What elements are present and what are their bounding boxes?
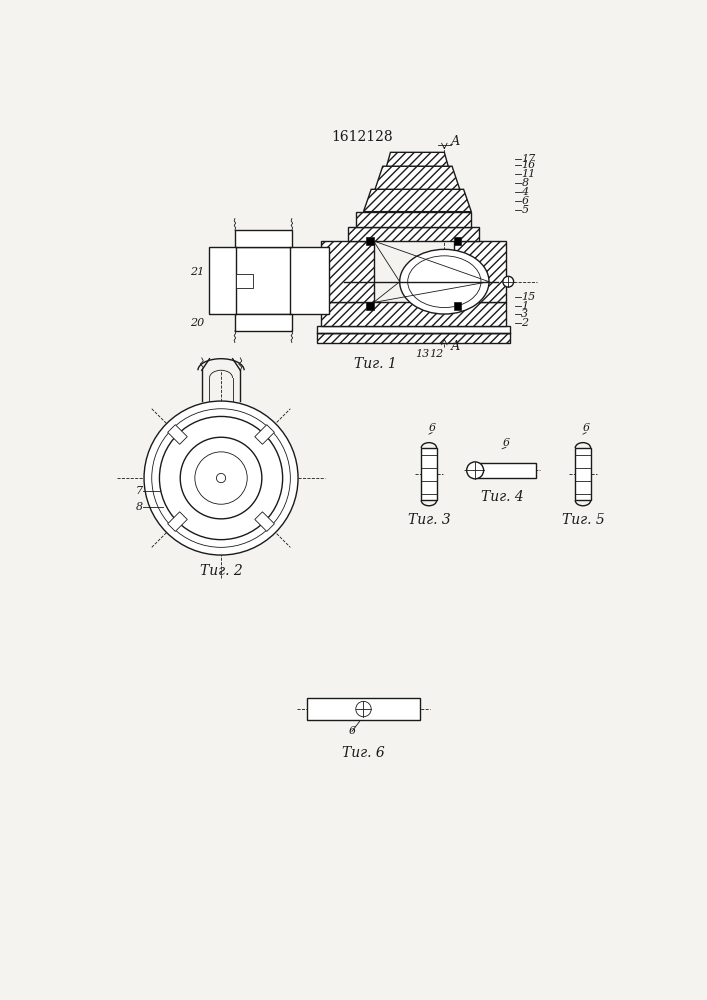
- Circle shape: [144, 401, 298, 555]
- Polygon shape: [387, 152, 448, 166]
- Text: 7: 7: [135, 486, 143, 496]
- Circle shape: [467, 462, 484, 479]
- Text: 13: 13: [416, 349, 430, 359]
- Bar: [454, 241, 506, 302]
- Bar: [209, 247, 329, 314]
- Bar: [454, 302, 461, 310]
- Bar: [454, 237, 461, 245]
- Circle shape: [195, 452, 247, 504]
- Circle shape: [180, 437, 262, 519]
- Bar: [356, 212, 472, 227]
- Circle shape: [160, 416, 283, 540]
- Text: А: А: [450, 135, 460, 148]
- Circle shape: [216, 473, 226, 483]
- Circle shape: [503, 276, 514, 287]
- Text: 6: 6: [583, 423, 590, 433]
- Bar: [575, 448, 590, 500]
- Text: Τиг. 2: Τиг. 2: [199, 564, 243, 578]
- Circle shape: [356, 701, 371, 717]
- Text: 2: 2: [521, 318, 528, 328]
- Text: 8: 8: [521, 178, 528, 188]
- Bar: [321, 241, 373, 302]
- Text: 6: 6: [428, 423, 436, 433]
- Text: 6: 6: [521, 196, 528, 206]
- Text: Τиг. 5: Τиг. 5: [561, 513, 604, 527]
- Bar: [366, 237, 373, 245]
- Bar: [235, 314, 292, 331]
- Text: 3: 3: [521, 309, 528, 319]
- Bar: [317, 333, 510, 343]
- Bar: [421, 448, 437, 500]
- Polygon shape: [363, 189, 472, 212]
- Text: 21: 21: [190, 267, 204, 277]
- Polygon shape: [255, 425, 274, 444]
- Bar: [235, 230, 292, 247]
- Bar: [317, 326, 510, 333]
- Polygon shape: [168, 425, 187, 444]
- Bar: [477, 463, 536, 478]
- Text: 17: 17: [521, 153, 536, 163]
- Ellipse shape: [399, 249, 489, 314]
- Text: Τиг. 4: Τиг. 4: [481, 490, 523, 504]
- Text: Τиг. 1: Τиг. 1: [354, 357, 397, 371]
- Bar: [366, 302, 373, 310]
- Bar: [307, 698, 421, 720]
- Polygon shape: [255, 512, 274, 531]
- Text: 12: 12: [430, 349, 444, 359]
- Text: А: А: [450, 340, 460, 353]
- Text: 6: 6: [349, 726, 356, 736]
- Bar: [348, 227, 479, 241]
- Text: 6: 6: [503, 438, 510, 448]
- Text: 11: 11: [521, 169, 536, 179]
- Text: 5: 5: [521, 205, 528, 215]
- Bar: [321, 302, 506, 326]
- Text: Τиг. 6: Τиг. 6: [342, 746, 385, 760]
- Text: 1612128: 1612128: [331, 130, 393, 144]
- Polygon shape: [168, 512, 187, 531]
- Text: 4: 4: [521, 187, 528, 197]
- Polygon shape: [375, 166, 460, 189]
- Text: 16: 16: [521, 160, 536, 170]
- Text: 8: 8: [135, 502, 143, 512]
- Text: Τиг. 3: Τиг. 3: [407, 513, 450, 527]
- Bar: [236, 274, 253, 288]
- Text: 20: 20: [190, 318, 204, 328]
- Text: 15: 15: [521, 292, 536, 302]
- Text: 1: 1: [521, 301, 528, 311]
